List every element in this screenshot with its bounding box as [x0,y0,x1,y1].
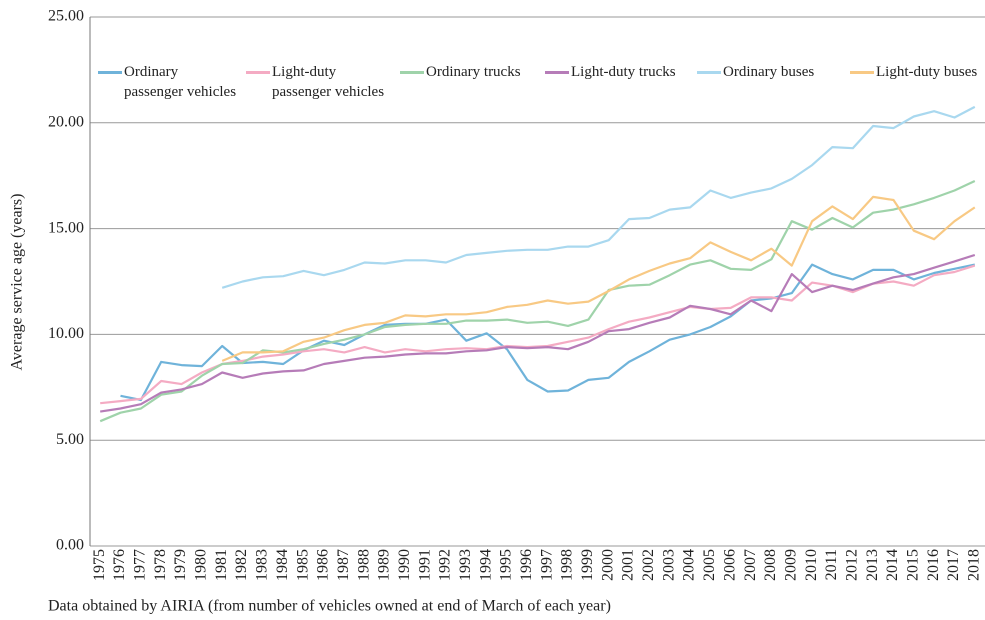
x-tick-label: 1989 [376,549,393,581]
x-tick-label: 2010 [803,549,820,581]
x-tick-label: 2003 [660,549,677,581]
x-tick-label: 2000 [599,549,616,581]
x-tick-label: 1990 [396,549,413,581]
legend-swatch [850,71,874,74]
legend-label: Light-duty trucks [571,64,676,80]
x-tick-label: 1995 [498,549,515,581]
legend-item: Ordinary buses [697,62,842,82]
x-tick-label: 1996 [518,549,535,581]
x-tick-label: 2012 [843,549,860,581]
x-tick-label: 1981 [213,549,230,581]
x-tick-label: 2004 [681,549,698,581]
x-tick-label: 1993 [457,549,474,581]
legend-item: Light-duty passenger vehicles [246,62,396,102]
x-tick-label: 1998 [559,549,576,581]
y-tick-label: 15.00 [48,219,84,236]
x-tick-label: 2005 [701,549,718,581]
legend-item: Ordinary trucks [400,62,535,82]
x-tick-label: 2011 [823,549,840,580]
y-axis-label: Average service age (years) [9,194,26,371]
x-tick-label: 2008 [762,549,779,581]
x-tick-label: 1977 [132,549,149,581]
legend-swatch [697,71,721,74]
y-tick-label: 0.00 [56,537,84,554]
legend-item: Light-duty trucks [545,62,695,82]
legend-swatch [246,71,270,74]
series-line [100,253,976,413]
legend-label: Light-duty passenger vehicles [272,64,385,100]
x-tick-label: 2014 [884,549,901,581]
x-tick-label: 1987 [335,549,352,581]
legend-swatch [545,71,569,74]
x-tick-label: 2007 [742,549,759,581]
y-tick-label: 25.00 [48,8,84,25]
y-tick-label: 5.00 [56,431,84,448]
x-tick-label: 1983 [254,549,271,581]
x-tick-label: 1997 [538,549,555,581]
x-tick-label: 2015 [904,549,921,581]
series-line [221,195,976,362]
x-tick-label: 1992 [437,549,454,581]
x-tick-label: 1976 [111,549,128,581]
x-tick-label: 1991 [416,549,433,581]
x-tick-label: 1985 [294,549,311,581]
x-tick-label: 1980 [193,549,210,581]
x-tick-label: 2016 [925,549,942,581]
series-line [99,180,976,423]
legend-item: Ordinary passenger vehicles [98,62,238,102]
legend-swatch [98,71,122,74]
y-tick-label: 10.00 [48,325,84,342]
legend-label: Light-duty buses [876,64,978,80]
x-tick-label: 2002 [640,549,657,581]
legend-label: Ordinary passenger vehicles [124,64,237,100]
x-tick-label: 1988 [355,549,372,581]
legend-label: Ordinary buses [723,64,815,80]
x-tick-label: 1984 [274,549,291,581]
series-line [221,105,976,289]
x-tick-label: 1979 [172,549,189,581]
x-tick-label: 2009 [782,549,799,581]
x-tick-label: 1975 [91,549,108,581]
legend-item: Light-duty buses [850,62,985,82]
x-tick-label: 2017 [945,549,962,581]
x-tick-label: 2006 [721,549,738,581]
note: Data obtained by AIRIA (from number of v… [48,598,611,615]
legend-label: Ordinary trucks [426,64,521,80]
x-tick-label: 1978 [152,549,169,581]
x-tick-label: 2018 [966,549,983,581]
x-tick-label: 1986 [315,549,332,581]
x-tick-label: 2001 [620,549,637,581]
x-tick-label: 1994 [477,549,494,581]
y-tick-label: 20.00 [48,113,84,130]
x-tick-label: 1982 [233,549,250,581]
legend-swatch [400,71,424,74]
x-tick-label: 1999 [579,549,596,581]
x-tick-label: 2013 [864,549,881,581]
series-line [120,263,976,402]
